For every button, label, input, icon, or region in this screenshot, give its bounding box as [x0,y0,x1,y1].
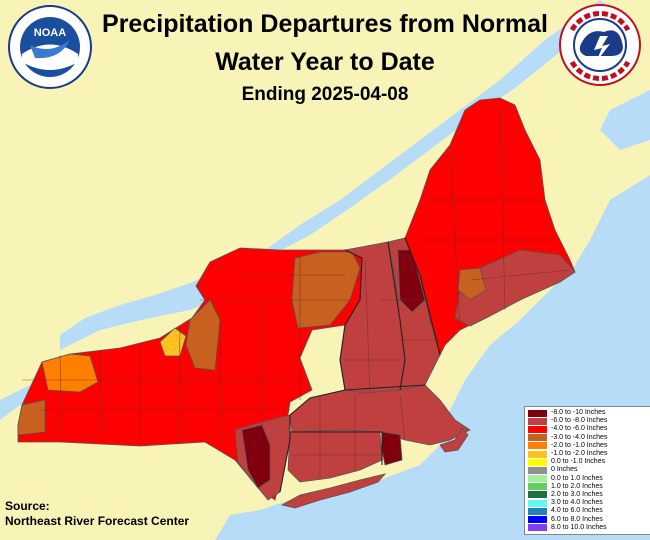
region-long-island [280,473,387,509]
legend-entry: -6.0 to -8.0 Inches [528,417,650,425]
gulf-of-st-lawrence [600,90,650,150]
legend-label: 2.0 to 3.0 Inches [551,490,603,498]
legend-entry: 6.0 to 8.0 Inches [528,515,650,524]
legend-entry: 8.0 to 10.0 Inches [528,524,650,532]
map-subtitle: Ending 2025-04-08 [241,84,409,105]
legend-entry: 0 Inches [528,466,650,474]
map-title-line2: Water Year to Date [215,48,435,76]
legend-entry: 0.0 to 1.0 Inches [528,475,650,483]
region-erie-dark-orange [17,399,46,436]
legend-entry: -8.0 to -10 Inches [528,409,650,417]
legend-swatch [528,499,547,507]
legend-swatch [528,425,547,433]
legend-swatch [528,516,547,524]
legend-swatch [528,466,547,474]
noaa-logo-text: NOAA [34,27,66,39]
legend-swatch [528,417,547,425]
legend-swatch [528,507,547,515]
region-western-ny-orange [41,353,99,393]
county-borders [22,109,571,480]
legend-label: -8.0 to -10 Inches [551,409,606,417]
legend: -8.0 to -10 Inches -6.0 to -8.0 Inches -4.… [524,406,650,535]
legend-label: 4.0 to 6.0 Inches [551,507,603,515]
legend-entry: -4.0 to -6.0 Inches [528,425,650,433]
legend-label: -4.0 to -6.0 Inches [551,425,608,433]
legend-label: -1.0 to -2.0 Inches [551,450,608,458]
source-label: Source: [5,499,50,513]
source-value: Northeast River Forecast Center [5,514,190,528]
region-rhode-island [381,431,403,466]
legend-label: 1.0 to 2.0 Inches [551,482,603,490]
legend-label: 8.0 to 10.0 Inches [551,523,607,531]
legend-swatch [528,434,547,442]
source-credit: Source: Northeast River Forecast Center [5,499,189,529]
legend-label: 6.0 to 8.0 Inches [551,515,603,523]
legend-label: 3.0 to 4.0 Inches [551,499,603,507]
legend-swatch [528,442,547,450]
st-lawrence-river [265,0,615,256]
region-connecticut [287,429,383,483]
legend-label: -2.0 to -1.0 Inches [551,441,608,449]
legend-entry: 1.0 to 2.0 Inches [528,483,650,491]
legend-entry: 0.0 to -1.0 Inches [528,458,650,466]
legend-label: -6.0 to -8.0 Inches [551,417,608,425]
legend-entry: -1.0 to -2.0 Inches [528,450,650,458]
legend-swatch [528,475,547,483]
region-maine-coastal [454,249,576,327]
legend-entry: -2.0 to -1.0 Inches [528,442,650,450]
legend-swatch [528,409,547,417]
noaa-logo: NOAA [8,5,92,89]
state-borders [279,237,441,493]
legend-label: 0.0 to -1.0 Inches [551,458,606,466]
nws-logo [559,4,641,86]
legend-entry: 3.0 to 4.0 Inches [528,499,650,507]
region-maine-orange [457,267,487,301]
legend-entry: -3.0 to -4.0 Inches [528,434,650,442]
forecast-region [17,97,576,509]
legend-swatch [528,450,547,458]
legend-label: 0.0 to 1.0 Inches [551,474,603,482]
map-title: Precipitation Departures from Normal [102,10,548,38]
legend-swatch [528,483,547,491]
legend-label: -3.0 to -4.0 Inches [551,433,608,441]
legend-entry: 2.0 to 3.0 Inches [528,491,650,499]
legend-label: 0 Inches [551,466,578,474]
legend-swatch [528,491,547,499]
legend-entry: 4.0 to 6.0 Inches [528,507,650,515]
legend-swatch [528,458,547,466]
region-cape-cod [439,427,469,453]
legend-swatch [528,524,547,532]
